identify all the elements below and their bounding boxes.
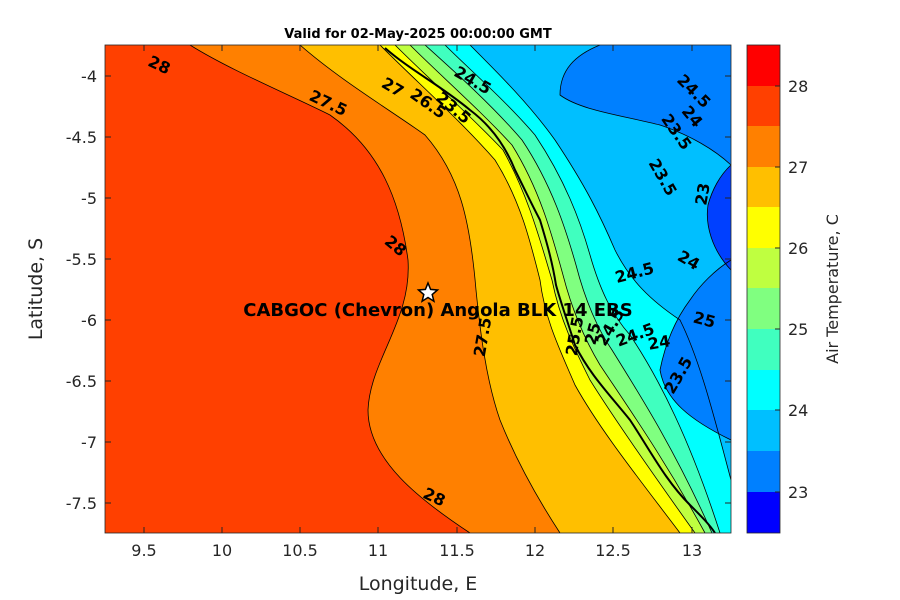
map-title: Valid for 02-May-2025 00:00:00 GMT [284,27,552,42]
band-23-5 [560,45,731,165]
y-axis: -4 -4.5 -5 -5.5 -6 -6.5 -7 -7.5 Latitude… [25,67,731,513]
x-tick-label: 11 [368,541,388,560]
y-tick-label: -6 [81,311,97,330]
y-tick-label: -5.5 [66,250,97,269]
y-tick-label: -7.5 [66,494,97,513]
colorbar-swatch [747,167,780,207]
colorbar-swatch [747,329,780,370]
y-tick-label: -7 [81,433,97,452]
x-tick-label: 11.5 [439,541,475,560]
colorbar-tick-label: 27 [788,158,808,177]
colorbar-tick-label: 24 [788,401,808,420]
colorbar-tick-label: 23 [788,483,808,502]
x-tick-label: 13 [682,541,702,560]
band-23-5-b [660,260,731,440]
band-23 [707,165,731,270]
x-tick-label: 12 [525,541,545,560]
x-tick-label: 10.5 [282,541,318,560]
y-tick-label: -4 [81,67,97,86]
x-axis-label: Longitude, E [359,573,478,595]
y-axis-label: Latitude, S [25,238,47,340]
x-tick-label: 10 [212,541,232,560]
temperature-field [105,45,731,533]
y-tick-label: -6.5 [66,372,97,391]
contour-label: 23 [691,181,714,206]
x-tick-label: 9.5 [131,541,156,560]
colorbar: 28 27 26 25 24 23 Air Temperature, C [746,44,842,534]
plot-frame [104,44,732,534]
colorbar-swatch [747,370,780,410]
x-tick-label: 12.5 [595,541,631,560]
y-tick-label: -5 [81,189,97,208]
site-star-marker [416,281,440,303]
colorbar-tick-label: 26 [788,239,808,258]
colorbar-tick-label: 28 [788,77,808,96]
colorbar-swatch [747,207,780,248]
colorbar-swatch [747,126,780,167]
colorbar-label: Air Temperature, C [823,214,842,364]
colorbar-swatch [747,86,780,126]
contour-lines [189,45,731,533]
colorbar-tick-label: 25 [788,320,808,339]
site-marker-group: CABGOC (Chevron) Angola BLK 14 EBS [243,281,633,321]
colorbar-swatch [747,45,780,86]
y-tick-label: -4.5 [66,128,97,147]
colorbar-swatch [747,492,780,533]
site-label: CABGOC (Chevron) Angola BLK 14 EBS [243,300,632,321]
x-axis: 9.5 10 10.5 11 11.5 12 12.5 13 Longitude… [131,45,702,595]
colorbar-swatch [747,451,780,492]
colorbar-swatch [747,410,780,451]
colorbar-swatch [747,248,780,288]
contour-label: 24 [646,331,671,354]
band-24 [470,45,731,480]
colorbar-swatch [747,288,780,329]
coastline [384,47,716,533]
